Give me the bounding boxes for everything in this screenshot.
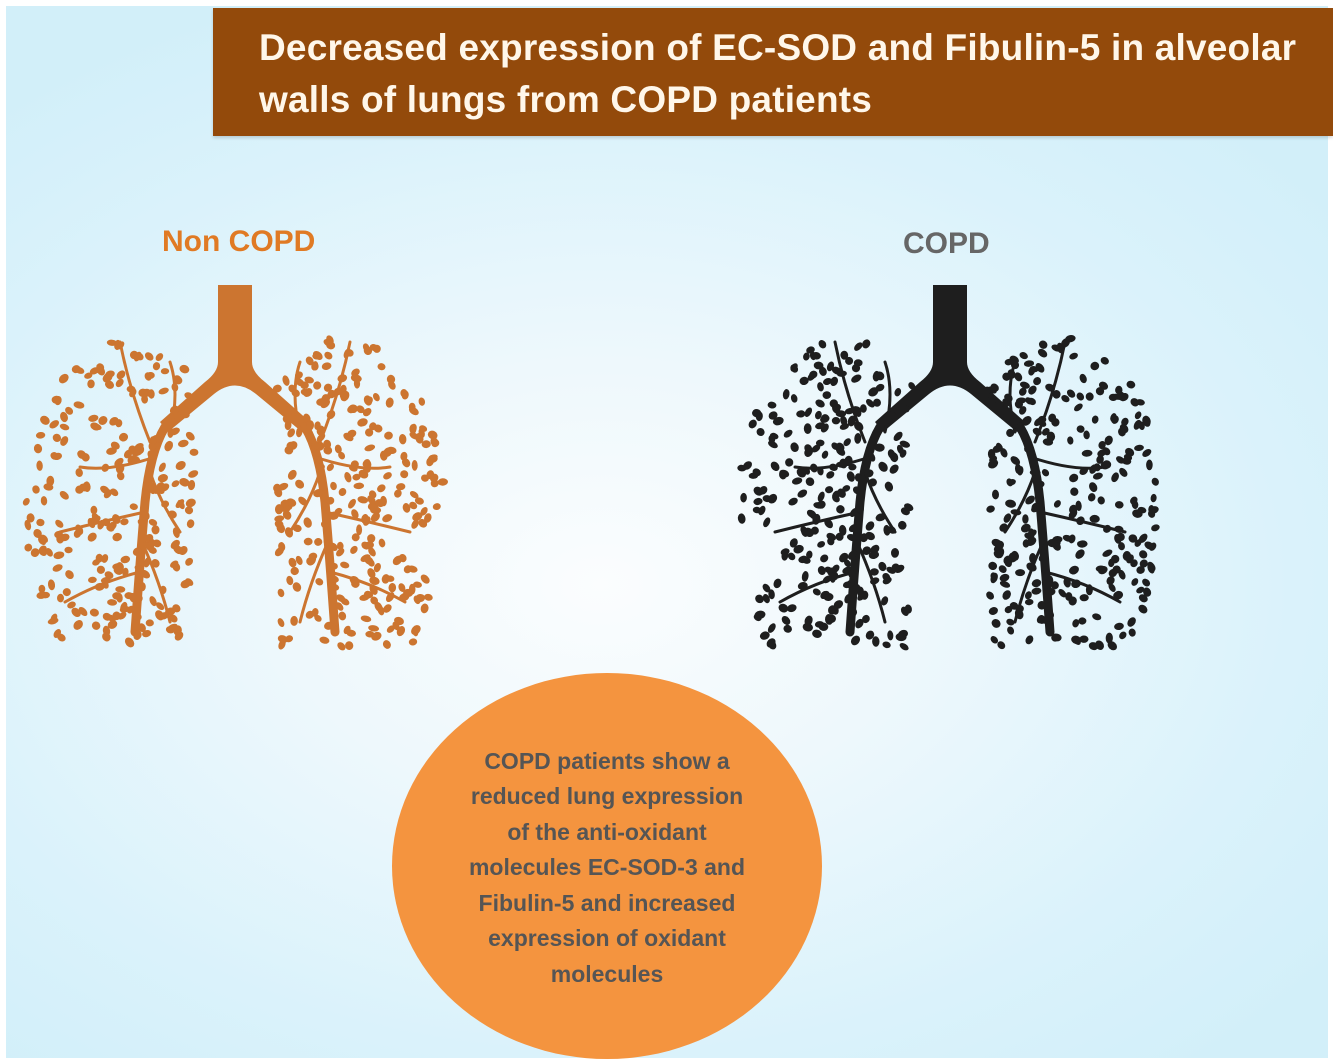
non-copd-label: Non COPD xyxy=(162,225,316,258)
copd-label: COPD xyxy=(903,227,990,260)
title-banner: Decreased expression of EC-SOD and Fibul… xyxy=(213,8,1333,136)
summary-circle: COPD patients show a reduced lung expres… xyxy=(392,673,822,1059)
non-copd-lungs-icon xyxy=(22,285,448,651)
summary-text: COPD patients show a reduced lung expres… xyxy=(468,747,746,987)
copd-lungs-icon xyxy=(737,285,1160,651)
diagram-title: Decreased expression of EC-SOD and Fibul… xyxy=(259,27,1297,120)
